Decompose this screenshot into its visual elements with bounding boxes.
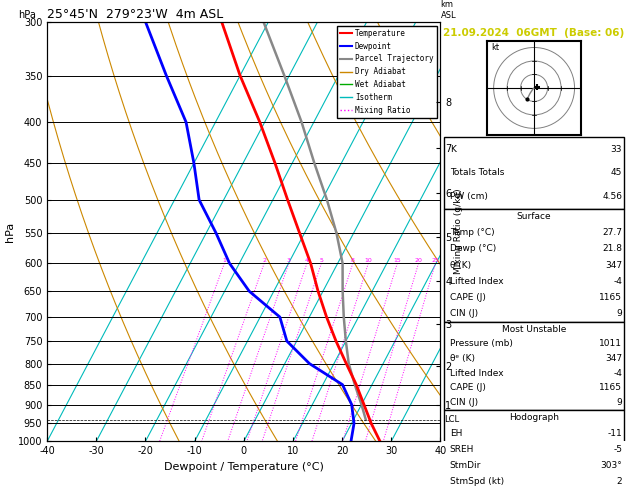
Text: StmSpd (kt): StmSpd (kt): [450, 477, 504, 486]
Text: Lifted Index: Lifted Index: [450, 369, 503, 378]
Text: 21.09.2024  06GMT  (Base: 06): 21.09.2024 06GMT (Base: 06): [443, 28, 625, 38]
Text: CIN (J): CIN (J): [450, 309, 478, 318]
Text: hPa: hPa: [18, 10, 36, 20]
Text: θᵉ (K): θᵉ (K): [450, 354, 475, 363]
Text: Hodograph: Hodograph: [509, 413, 559, 422]
Text: 25: 25: [431, 259, 439, 263]
Text: -5: -5: [613, 445, 622, 454]
Text: 1011: 1011: [599, 339, 622, 348]
Bar: [444, 137, 624, 208]
Text: 8: 8: [351, 259, 355, 263]
Text: 33: 33: [611, 145, 622, 154]
Text: 25°45'N  279°23'W  4m ASL: 25°45'N 279°23'W 4m ASL: [47, 8, 223, 21]
Text: CIN (J): CIN (J): [450, 398, 478, 407]
X-axis label: Dewpoint / Temperature (°C): Dewpoint / Temperature (°C): [164, 462, 324, 472]
Text: CAPE (J): CAPE (J): [450, 383, 486, 392]
Text: 45: 45: [611, 168, 622, 177]
Y-axis label: hPa: hPa: [5, 222, 15, 242]
Text: Totals Totals: Totals Totals: [450, 168, 504, 177]
Text: 5: 5: [320, 259, 323, 263]
Text: LCL: LCL: [445, 415, 460, 424]
Text: Temp (°C): Temp (°C): [450, 228, 494, 237]
Text: 1165: 1165: [599, 383, 622, 392]
Text: 21.8: 21.8: [602, 244, 622, 254]
Text: Dewp (°C): Dewp (°C): [450, 244, 496, 254]
Text: θᵉ(K): θᵉ(K): [450, 260, 472, 270]
Text: 15: 15: [393, 259, 401, 263]
Y-axis label: Mixing Ratio (g/kg): Mixing Ratio (g/kg): [454, 189, 464, 275]
Text: Pressure (mb): Pressure (mb): [450, 339, 513, 348]
Bar: [444, 208, 624, 322]
Text: 1165: 1165: [599, 293, 622, 302]
Text: 10: 10: [364, 259, 372, 263]
Text: 27.7: 27.7: [602, 228, 622, 237]
Text: EH: EH: [450, 429, 462, 438]
Text: 9: 9: [616, 309, 622, 318]
Text: StmDir: StmDir: [450, 461, 481, 470]
Text: -4: -4: [613, 277, 622, 286]
Text: 1: 1: [223, 259, 226, 263]
Text: -11: -11: [608, 429, 622, 438]
Bar: [444, 322, 624, 410]
Text: CAPE (J): CAPE (J): [450, 293, 486, 302]
Text: Surface: Surface: [517, 212, 552, 221]
Text: PW (cm): PW (cm): [450, 192, 487, 201]
Text: 347: 347: [605, 354, 622, 363]
Text: 347: 347: [605, 260, 622, 270]
Text: km
ASL: km ASL: [440, 0, 456, 20]
Text: kt: kt: [491, 43, 499, 52]
Text: 4: 4: [305, 259, 309, 263]
Text: K: K: [450, 145, 455, 154]
Text: -4: -4: [613, 369, 622, 378]
Text: SREH: SREH: [450, 445, 474, 454]
Text: 3: 3: [287, 259, 291, 263]
Text: Lifted Index: Lifted Index: [450, 277, 503, 286]
Text: 2: 2: [262, 259, 266, 263]
Text: 2: 2: [616, 477, 622, 486]
Text: 303°: 303°: [600, 461, 622, 470]
Bar: [444, 410, 624, 486]
Text: Most Unstable: Most Unstable: [502, 325, 566, 333]
Legend: Temperature, Dewpoint, Parcel Trajectory, Dry Adiabat, Wet Adiabat, Isotherm, Mi: Temperature, Dewpoint, Parcel Trajectory…: [337, 26, 437, 118]
Text: 4.56: 4.56: [602, 192, 622, 201]
Text: 9: 9: [616, 398, 622, 407]
Text: 20: 20: [415, 259, 423, 263]
